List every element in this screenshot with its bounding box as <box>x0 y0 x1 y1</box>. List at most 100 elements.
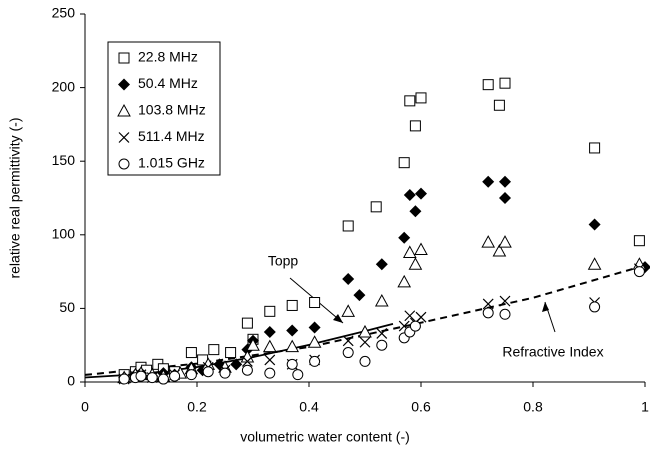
marker-cross <box>499 295 511 307</box>
marker-triangle <box>374 293 389 307</box>
marker-square <box>225 347 237 359</box>
marker-square <box>208 344 220 356</box>
marker-square <box>499 77 511 89</box>
marker-square <box>482 79 494 91</box>
marker-cross <box>342 335 354 347</box>
marker-diamond <box>409 205 422 218</box>
marker-diamond <box>263 325 276 338</box>
x-tick-label: 0.2 <box>187 399 207 415</box>
model-line <box>84 264 646 376</box>
marker-diamond <box>482 175 495 188</box>
marker-circle <box>342 347 354 359</box>
marker-diamond <box>342 272 355 285</box>
marker-square <box>264 305 276 317</box>
legend-marker <box>118 158 130 170</box>
y-tick-label: 150 <box>52 152 76 168</box>
marker-diamond <box>375 258 388 271</box>
line-annotation: Refractive Index <box>502 344 603 360</box>
marker-square <box>589 142 601 154</box>
marker-diamond <box>230 358 243 371</box>
marker-circle <box>309 355 321 367</box>
marker-cross <box>359 336 371 348</box>
marker-square <box>342 220 354 232</box>
legend-marker <box>118 52 130 64</box>
marker-square <box>370 201 382 213</box>
marker-triangle <box>285 339 300 353</box>
marker-triangle <box>262 339 277 353</box>
marker-diamond <box>415 187 427 200</box>
marker-square <box>493 99 505 111</box>
marker-circle <box>157 373 169 385</box>
marker-triangle <box>397 274 412 288</box>
marker-diamond <box>398 231 411 244</box>
legend-label: 50.4 MHz <box>138 75 198 91</box>
y-tick-label: 250 <box>52 5 76 21</box>
marker-cross <box>264 354 276 366</box>
marker-triangle <box>408 257 423 270</box>
marker-circle <box>135 370 147 382</box>
marker-triangle <box>246 338 260 351</box>
marker-triangle <box>481 235 496 248</box>
marker-triangle <box>414 242 428 256</box>
marker-circle <box>589 301 601 313</box>
x-tick-label: 0.8 <box>523 399 543 415</box>
marker-triangle <box>587 257 602 270</box>
marker-square <box>286 299 298 311</box>
arrow-head <box>333 314 343 323</box>
marker-circle <box>292 369 304 381</box>
x-tick-label: 0 <box>81 399 89 415</box>
marker-cross <box>482 298 494 310</box>
marker-square <box>241 317 253 329</box>
legend-marker <box>117 103 131 117</box>
marker-diamond <box>286 324 299 337</box>
marker-circle <box>185 369 197 381</box>
marker-circle <box>482 307 494 319</box>
legend-label: 22.8 MHz <box>138 49 198 65</box>
marker-triangle <box>492 243 507 257</box>
marker-circle <box>264 367 276 379</box>
marker-circle <box>118 373 130 385</box>
marker-cross <box>415 311 427 323</box>
marker-triangle <box>307 335 322 348</box>
marker-square <box>415 92 427 104</box>
marker-square <box>633 235 645 247</box>
marker-circle <box>359 355 371 367</box>
marker-triangle <box>402 245 417 258</box>
marker-diamond <box>499 175 511 188</box>
legend-label: 1.015 GHz <box>138 155 205 171</box>
marker-circle <box>409 320 421 332</box>
marker-diamond <box>588 218 601 231</box>
legend-box <box>107 41 221 176</box>
marker-triangle <box>341 304 356 317</box>
y-tick-label: 50 <box>59 299 75 315</box>
y-tick-label: 200 <box>52 78 76 94</box>
legend-label: 511.4 MHz <box>138 128 205 144</box>
arrow-head <box>542 302 549 312</box>
marker-cross <box>241 355 253 367</box>
marker-square <box>398 157 410 169</box>
marker-circle <box>286 358 298 370</box>
x-tick-label: 0.4 <box>299 399 319 415</box>
legend-marker <box>118 132 130 143</box>
y-axis-label: relative real permittivity (-) <box>7 117 23 278</box>
marker-circle <box>202 366 214 378</box>
marker-cross <box>376 327 388 339</box>
marker-diamond <box>403 189 416 202</box>
marker-circle <box>633 266 645 278</box>
marker-circle <box>146 372 158 384</box>
marker-circle <box>499 308 511 320</box>
marker-triangle <box>358 324 372 338</box>
y-tick-label: 100 <box>52 226 76 242</box>
marker-square <box>185 347 197 359</box>
marker-circle <box>169 370 181 382</box>
marker-square <box>309 297 321 309</box>
marker-diamond <box>353 289 366 302</box>
x-axis-label: volumetric water content (-) <box>240 429 410 445</box>
marker-diamond <box>499 192 511 204</box>
legend-label: 103.8 MHz <box>138 102 206 118</box>
marker-diamond <box>308 321 321 334</box>
marker-circle <box>219 367 231 379</box>
x-tick-label: 0.6 <box>411 399 431 415</box>
marker-square <box>409 120 421 132</box>
